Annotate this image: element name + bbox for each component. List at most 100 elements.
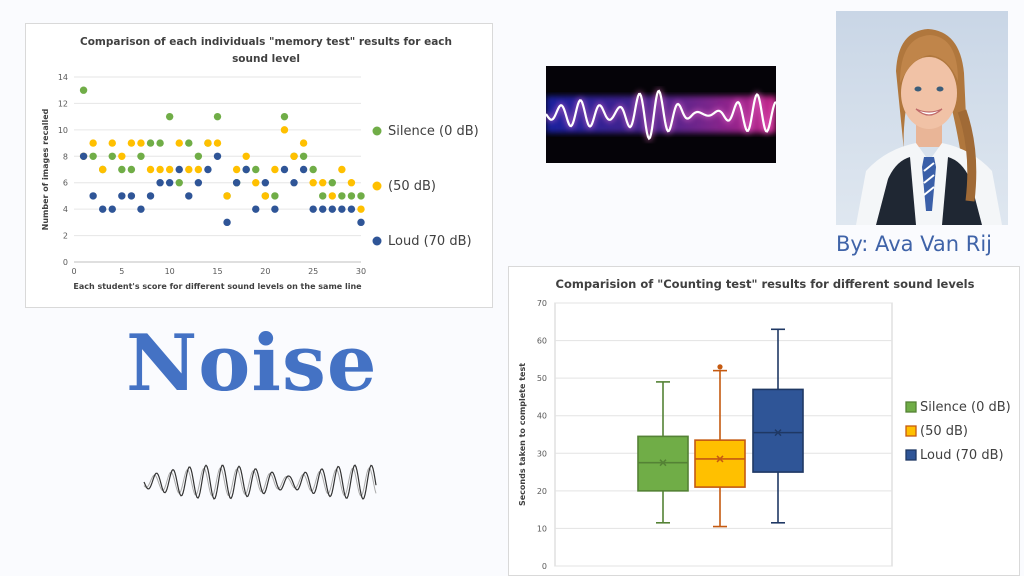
small-sound-wave bbox=[140, 450, 380, 510]
scatter-point bbox=[127, 139, 136, 147]
scatter-legend-label: (50 dB) bbox=[388, 179, 436, 194]
scatter-point bbox=[271, 165, 279, 174]
scatter-point bbox=[146, 192, 155, 200]
scatter-point bbox=[252, 165, 260, 174]
box-mean-marker bbox=[659, 459, 667, 467]
scatter-point bbox=[261, 179, 270, 187]
scatter-point bbox=[79, 152, 88, 160]
counting-box-plot: 0 10 20 30 40 50 60 70 Seconds taken to complete… bbox=[518, 299, 1011, 571]
scatter-point bbox=[118, 152, 126, 160]
scatter-point bbox=[347, 192, 356, 200]
portrait-photo-icon bbox=[856, 29, 1002, 225]
memory-test-chart-card: Comparison of each individuals "memory t… bbox=[25, 23, 493, 308]
scatter-x-tick: 10 bbox=[165, 267, 175, 276]
scatter-point bbox=[309, 205, 317, 213]
box-legend-marker bbox=[905, 449, 917, 461]
scatter-point bbox=[185, 165, 193, 174]
scatter-point bbox=[194, 179, 203, 187]
box-legend-marker bbox=[905, 425, 917, 437]
scatter-x-tick: 15 bbox=[212, 267, 222, 276]
scatter-point bbox=[280, 112, 289, 121]
scatter-point bbox=[127, 192, 136, 200]
scatter-point bbox=[223, 218, 231, 227]
scatter-point bbox=[338, 165, 346, 174]
scatter-point bbox=[185, 192, 193, 200]
sound-wave-graphic bbox=[546, 87, 776, 143]
scatter-point bbox=[328, 205, 336, 213]
box-y-axis-label: Seconds taken to complete test bbox=[518, 363, 527, 506]
scatter-point bbox=[165, 112, 174, 121]
scatter-point bbox=[271, 192, 279, 200]
scatter-point bbox=[89, 192, 97, 200]
scatter-y-axis-label: Number of images recalled bbox=[41, 108, 50, 230]
scatter-y-tick: 12 bbox=[58, 99, 68, 108]
scatter-point bbox=[232, 165, 241, 174]
scatter-x-tick: 25 bbox=[308, 267, 318, 276]
scatter-y-tick: 6 bbox=[63, 179, 68, 188]
scatter-point bbox=[319, 179, 327, 187]
scatter-point bbox=[319, 205, 327, 213]
scatter-x-tick: 0 bbox=[71, 267, 76, 276]
sound-wave-image bbox=[546, 66, 776, 163]
box-legend-label: Silence (0 dB) bbox=[920, 400, 1011, 415]
scatter-point bbox=[137, 152, 145, 160]
scatter-point bbox=[357, 218, 365, 227]
box-y-tick: 10 bbox=[537, 524, 547, 533]
scatter-point bbox=[204, 139, 212, 147]
scatter-point bbox=[175, 139, 183, 147]
scatter-point bbox=[165, 165, 174, 174]
scatter-legend-label: Loud (70 dB) bbox=[388, 234, 472, 249]
scatter-y-tick: 4 bbox=[63, 205, 68, 214]
scatter-point bbox=[137, 205, 145, 213]
scatter-point bbox=[280, 165, 289, 174]
box-mean-marker bbox=[716, 455, 724, 463]
scatter-point bbox=[156, 179, 164, 187]
scatter-point bbox=[299, 139, 308, 147]
scatter-point bbox=[175, 165, 183, 174]
scatter-point bbox=[357, 205, 365, 213]
scatter-point bbox=[137, 139, 145, 147]
box-iqr bbox=[752, 388, 804, 473]
box-legend-label: (50 dB) bbox=[920, 424, 968, 439]
scatter-point bbox=[338, 205, 346, 213]
scatter-point bbox=[79, 86, 88, 94]
scatter-point bbox=[165, 179, 174, 187]
scatter-point bbox=[204, 165, 212, 174]
scatter-point bbox=[290, 152, 298, 160]
legend-marker bbox=[372, 126, 382, 136]
scatter-point bbox=[108, 205, 116, 213]
small-wave-icon bbox=[143, 464, 377, 500]
scatter-point bbox=[223, 192, 231, 200]
scatter-point bbox=[194, 165, 203, 174]
counting-test-chart-card: Comparision of "Counting test" results f… bbox=[508, 266, 1020, 576]
scatter-point bbox=[242, 165, 250, 174]
scatter-point bbox=[299, 165, 308, 174]
memory-scatter-plot: 0 2 4 6 8 10 12 14 0 5 10 15 20 25 30 Each student's sc… bbox=[41, 73, 479, 291]
scatter-point bbox=[347, 179, 356, 187]
box-y-tick: 30 bbox=[537, 449, 547, 458]
box-legend-label: Loud (70 dB) bbox=[920, 448, 1004, 463]
scatter-point bbox=[89, 152, 97, 160]
scatter-point bbox=[252, 179, 260, 187]
scatter-point bbox=[213, 152, 222, 160]
scatter-point bbox=[328, 192, 336, 200]
scatter-point bbox=[290, 179, 298, 187]
scatter-point bbox=[319, 192, 327, 200]
scatter-point bbox=[232, 179, 241, 187]
box-y-tick: 50 bbox=[537, 374, 547, 383]
scatter-point bbox=[108, 139, 116, 147]
counting-chart-title: Comparision of "Counting test" results f… bbox=[555, 277, 975, 291]
box-mean-marker bbox=[774, 429, 782, 437]
scatter-point bbox=[185, 139, 193, 147]
scatter-x-axis-label: Each student's score for different sound… bbox=[73, 282, 362, 291]
scatter-point bbox=[146, 139, 155, 147]
scatter-point bbox=[118, 192, 126, 200]
scatter-point bbox=[89, 139, 97, 147]
page-title: Noise bbox=[126, 318, 378, 409]
scatter-point bbox=[271, 205, 279, 213]
scatter-y-tick: 0 bbox=[63, 258, 68, 267]
scatter-point bbox=[309, 179, 317, 187]
scatter-point bbox=[99, 165, 107, 174]
box-legend-marker bbox=[905, 401, 917, 413]
scatter-point bbox=[156, 139, 164, 147]
